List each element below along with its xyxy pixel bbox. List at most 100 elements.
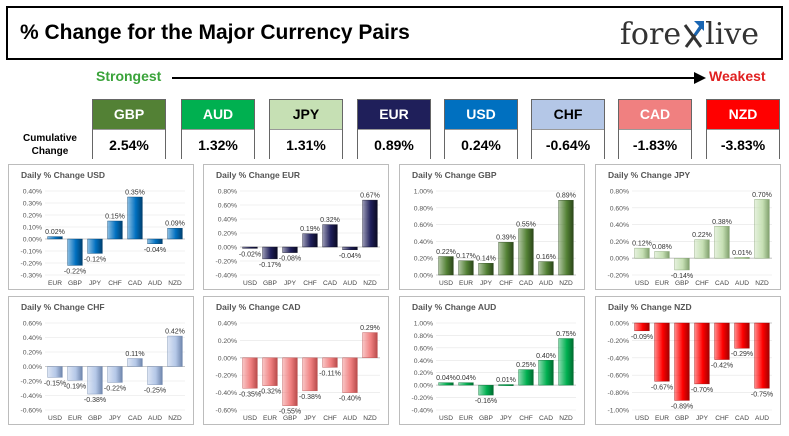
bar: [127, 358, 143, 367]
data-label: -0.04%: [144, 247, 166, 254]
category-label: NZD: [168, 415, 182, 422]
bar: [694, 322, 710, 385]
forexlive-logo: fore live: [620, 16, 759, 52]
cumulative-value: 0.89%: [358, 129, 430, 159]
cumulative-label-line1: Cumulative: [23, 133, 77, 144]
currency-code: JPY: [270, 100, 342, 129]
chart-title: Daily % Change EUR: [216, 170, 300, 180]
bar: [634, 322, 650, 332]
currency-code: GBP: [93, 100, 165, 129]
chart-title: Daily % Change JPY: [608, 170, 691, 180]
chart-title: Daily % Change NZD: [608, 302, 692, 312]
cumulative-value: 1.32%: [182, 129, 254, 159]
category-label: GBP: [675, 415, 690, 422]
y-tick-label: 0.00%: [218, 355, 237, 362]
category-label: EUR: [263, 415, 277, 422]
data-label: -0.16%: [475, 398, 497, 405]
data-label: -0.35%: [239, 391, 261, 398]
bar-chart: Daily % Change NZD 0.00% -0.20% -0.40% -0.60…: [607, 302, 773, 422]
category-label: AUD: [735, 280, 749, 287]
y-tick-label: -0.60%: [215, 408, 237, 415]
category-label: GBP: [479, 415, 494, 422]
currency-box-cad: CAD -1.83%: [618, 99, 692, 159]
data-label: 0.29%: [360, 325, 380, 332]
data-label: -0.22%: [104, 385, 126, 392]
category-label: CHF: [715, 415, 729, 422]
currency-code: EUR: [358, 100, 430, 129]
data-label: -0.29%: [731, 351, 753, 358]
cumulative-label-line2: Change: [31, 146, 69, 157]
bar: [302, 233, 318, 248]
cumulative-value: 0.24%: [445, 129, 517, 159]
category-label: CAD: [735, 415, 749, 422]
y-tick-label: 0.40%: [218, 321, 237, 328]
data-label: 0.16%: [536, 254, 556, 261]
bar: [654, 322, 670, 382]
data-label: 0.39%: [496, 235, 516, 242]
data-label: 0.40%: [536, 353, 556, 360]
category-label: CAD: [539, 415, 553, 422]
category-label: NZD: [168, 280, 182, 287]
y-tick-label: 0.00%: [414, 383, 433, 390]
y-tick-label: 0.60%: [414, 222, 433, 229]
category-label: EUR: [459, 415, 473, 422]
category-label: USD: [635, 280, 649, 287]
y-tick-label: -1.00%: [607, 408, 629, 415]
data-label: -0.89%: [671, 403, 693, 410]
y-tick-label: 0.20%: [414, 370, 433, 377]
y-tick-label: 0.20%: [414, 256, 433, 263]
data-label: -0.25%: [144, 388, 166, 395]
category-label: NZD: [363, 415, 377, 422]
y-tick-label: -0.20%: [215, 373, 237, 380]
bar: [438, 382, 454, 386]
bar-chart: Daily % Change CHF 0.60% 0.40% 0.20% 0.00% -0…: [20, 302, 185, 422]
bar: [87, 238, 103, 254]
bar: [47, 236, 63, 240]
data-label: -0.67%: [651, 384, 673, 391]
y-tick-label: 1.00%: [414, 189, 433, 196]
data-label: 0.02%: [45, 229, 65, 236]
y-tick-label: 1.00%: [414, 321, 433, 328]
bar: [322, 224, 338, 248]
bar: [754, 199, 770, 259]
data-label: 0.14%: [476, 256, 496, 263]
y-tick-label: -0.60%: [607, 373, 629, 380]
category-label: JPY: [500, 415, 513, 422]
category-label: JPY: [89, 280, 102, 287]
data-label: 0.42%: [165, 329, 185, 336]
data-label: 0.17%: [456, 253, 476, 260]
category-label: JPY: [284, 280, 297, 287]
chart-title: Daily % Change USD: [21, 170, 105, 180]
y-tick-label: 0.60%: [414, 345, 433, 352]
currency-code: AUD: [182, 100, 254, 129]
y-tick-label: -0.20%: [20, 379, 42, 386]
arrow-right-icon: [694, 72, 706, 84]
bar-chart: Daily % Change EUR 0.80% 0.60% 0.40% 0.20% 0.…: [215, 170, 380, 287]
currency-code: CAD: [619, 100, 691, 129]
category-label: USD: [439, 280, 453, 287]
y-tick-label: -0.40%: [20, 393, 42, 400]
y-tick-label: -0.30%: [20, 273, 42, 280]
data-label: 0.08%: [652, 244, 672, 251]
category-label: CHF: [108, 280, 122, 287]
category-label: GBP: [68, 280, 83, 287]
data-label: 0.70%: [752, 192, 772, 199]
data-label: -0.14%: [671, 273, 693, 280]
category-label: NZD: [363, 280, 377, 287]
bar: [458, 260, 474, 276]
data-label: -0.12%: [84, 256, 106, 263]
currency-box-gbp: GBP 2.54%: [92, 99, 166, 159]
cumulative-value: 1.31%: [270, 129, 342, 159]
chart-title: Daily % Change CAD: [216, 302, 301, 312]
chart-panel-7: Daily % Change AUD 1.00% 0.80% 0.60% 0.40% 0.…: [399, 296, 585, 425]
bar: [127, 196, 143, 240]
bar: [518, 228, 534, 276]
y-tick-label: 0.80%: [414, 333, 433, 340]
y-tick-label: 0.40%: [414, 358, 433, 365]
chart-panel-5: Daily % Change CHF 0.60% 0.40% 0.20% 0.00% -0…: [8, 296, 194, 425]
bar: [518, 369, 534, 386]
bar: [538, 261, 554, 276]
bar: [362, 332, 378, 358]
y-tick-label: -0.40%: [215, 273, 237, 280]
y-tick-label: -0.20%: [411, 395, 433, 402]
